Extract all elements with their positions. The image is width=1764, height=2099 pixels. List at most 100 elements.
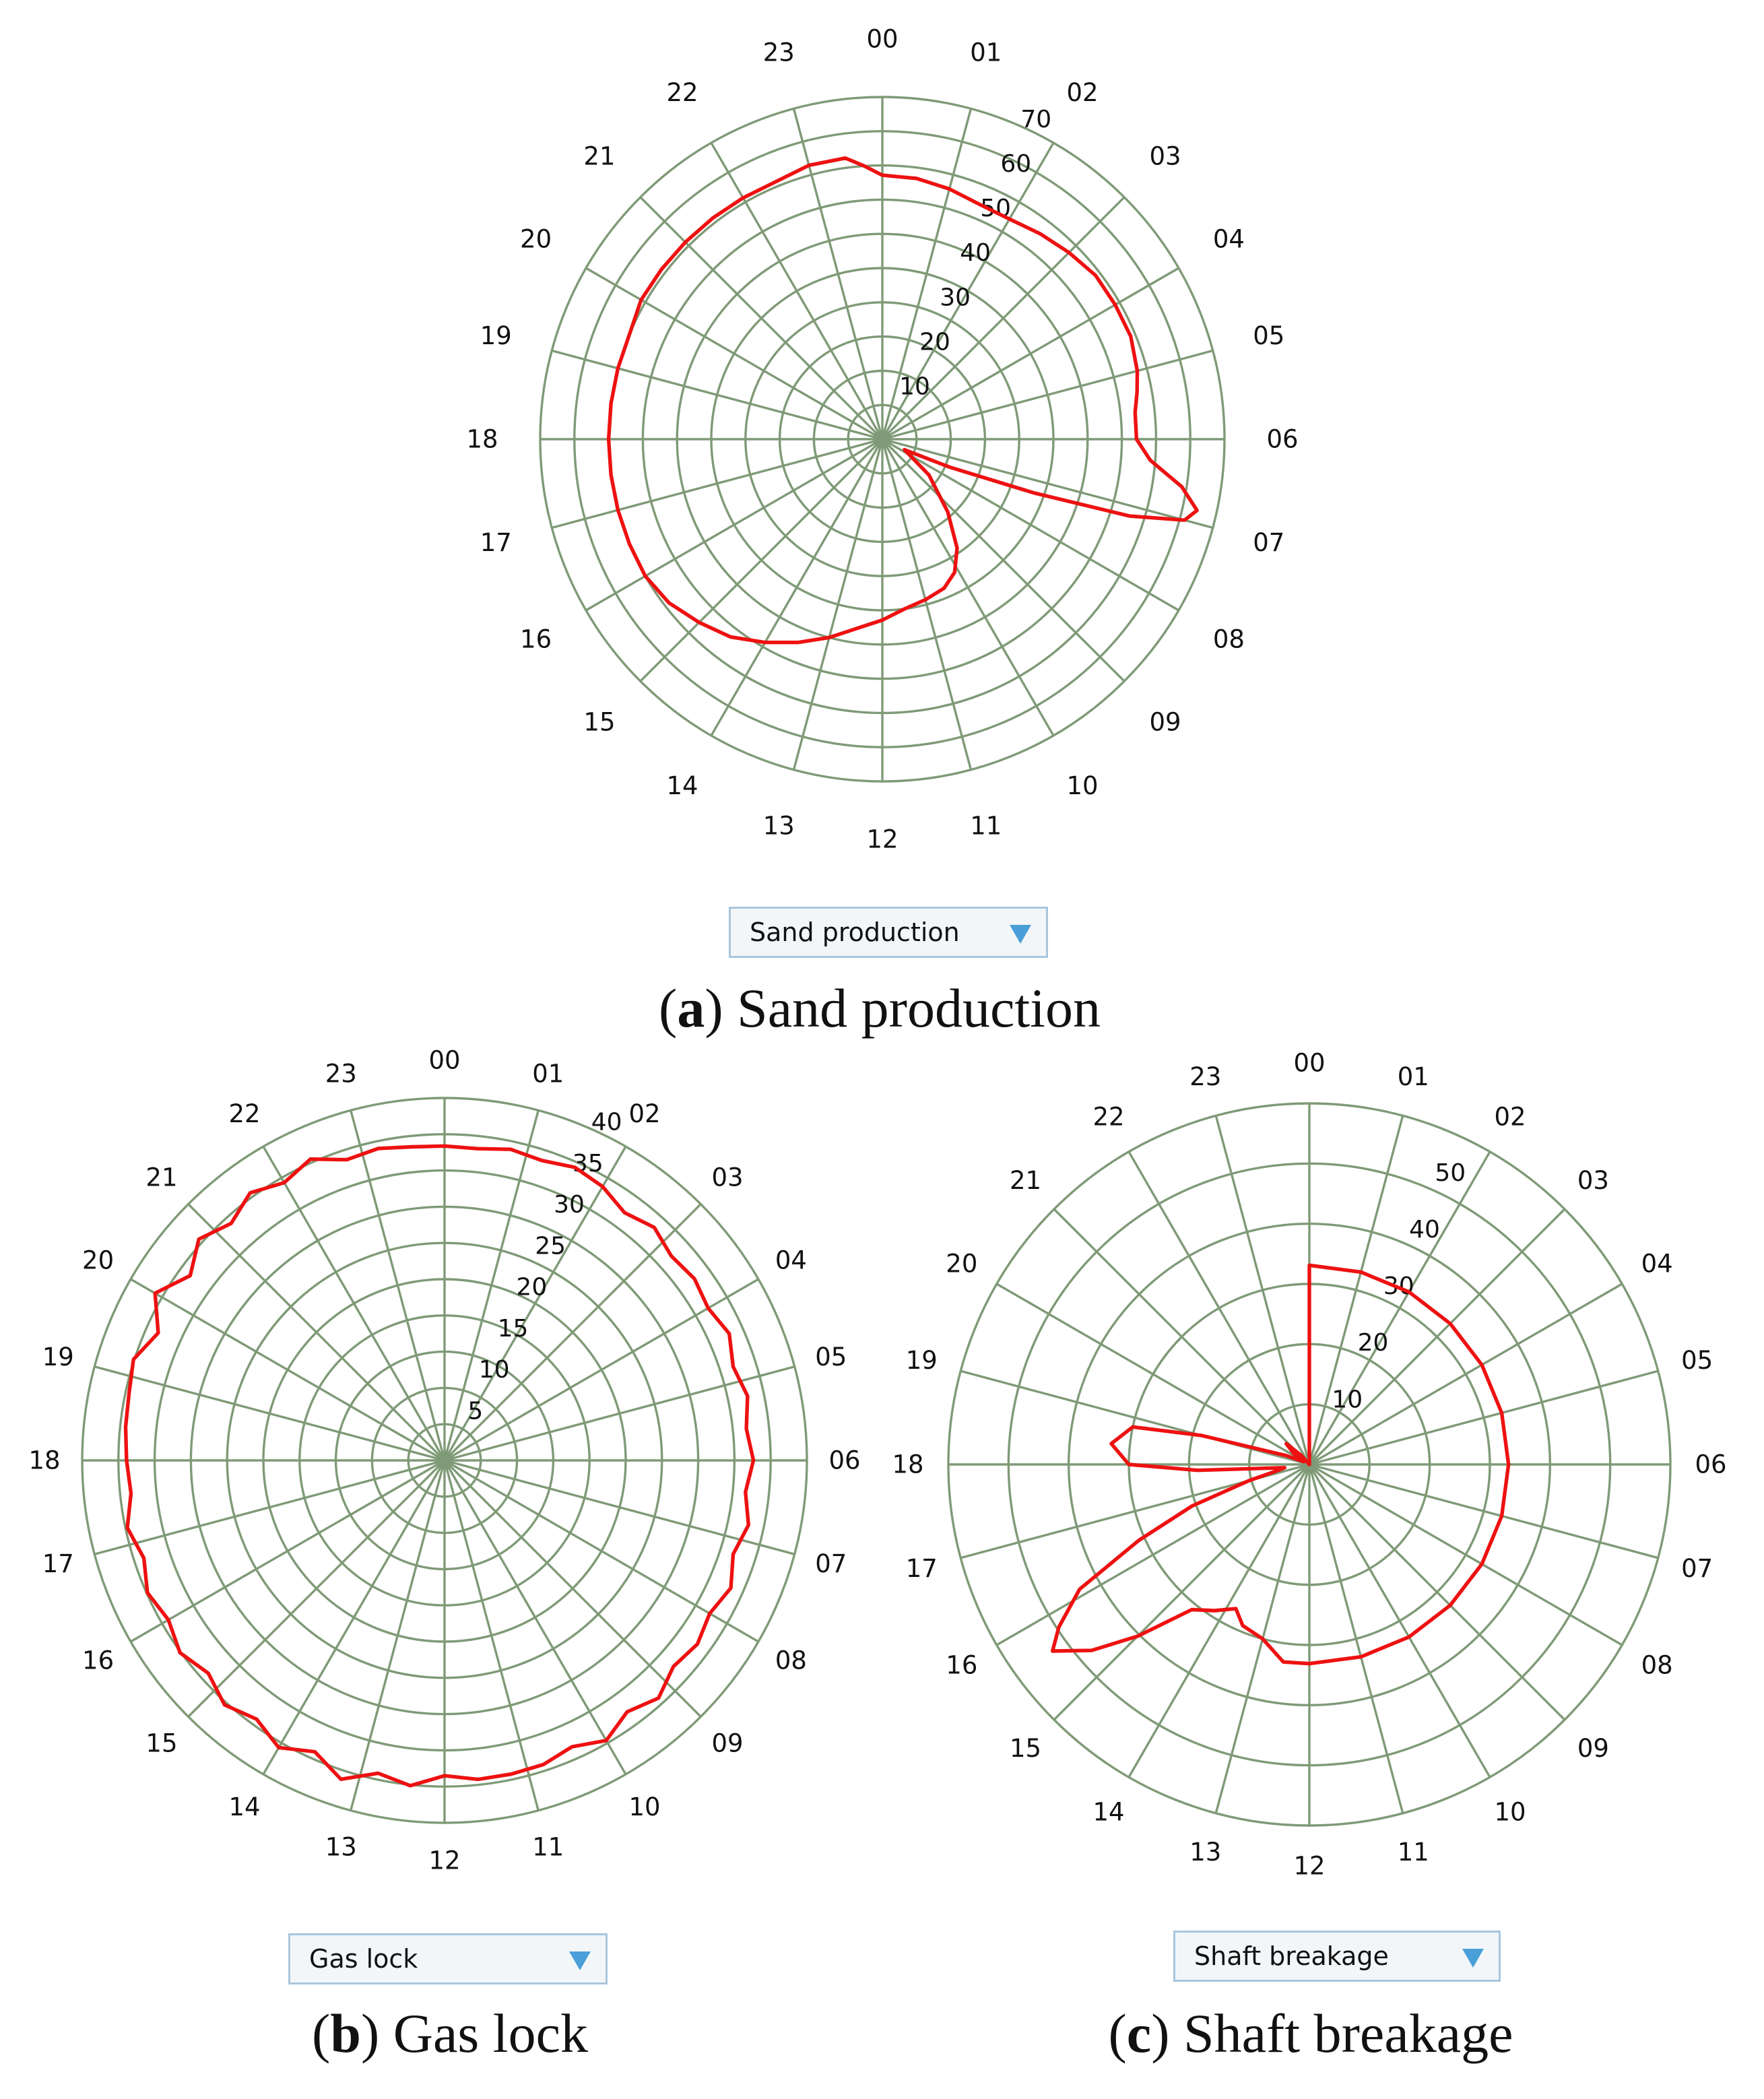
caption-text: Sand production — [737, 977, 1101, 1039]
hour-label: 03 — [1149, 141, 1181, 170]
mode-select-gas-lock[interactable]: Gas lock — [288, 1933, 608, 1984]
hour-label: 21 — [145, 1163, 177, 1192]
radial-tick-label: 40 — [960, 239, 991, 267]
radial-tick-label: 5 — [467, 1397, 483, 1425]
radial-tick-label: 25 — [535, 1232, 566, 1260]
grid-spoke — [94, 1459, 445, 1555]
grid-spoke — [551, 349, 883, 441]
grid-spoke — [1053, 1463, 1311, 1721]
grid-spoke — [585, 267, 883, 441]
hour-label: 16 — [946, 1651, 977, 1680]
grid-spoke — [995, 1463, 1310, 1646]
hour-label: 10 — [628, 1793, 660, 1821]
hour-label: 00 — [428, 1046, 460, 1075]
angular-tick-labels: 00 01 02 03 04 05 06 07 08 09 10 11 12 13 14 15 16 17 18 19… — [892, 1049, 1726, 1881]
caption-b: (b) Gas lock — [312, 2003, 588, 2064]
grid-spoke — [639, 196, 884, 441]
grid-spoke — [1309, 1463, 1623, 1646]
grid-spoke — [444, 1459, 795, 1555]
grid-spoke — [1308, 1115, 1404, 1465]
grid-spoke — [1308, 1464, 1491, 1778]
caption-text: Shaft breakage — [1183, 2003, 1513, 2064]
hour-label: 04 — [775, 1246, 807, 1275]
radial-tick-label: 20 — [919, 328, 950, 356]
radial-tick-label: 20 — [516, 1274, 547, 1301]
radial-tick-label: 70 — [1020, 106, 1051, 133]
radial-tick-label: 60 — [1000, 150, 1031, 178]
mode-select-label: Shaft breakage — [1194, 1941, 1389, 1971]
hour-label: 15 — [145, 1729, 177, 1758]
grid-spoke — [639, 438, 884, 682]
grid-spoke — [444, 1459, 759, 1643]
grid-spoke — [350, 1109, 446, 1461]
grid-spoke — [1128, 1464, 1311, 1778]
hour-label: 06 — [1266, 425, 1298, 454]
caption-letter: a — [677, 977, 705, 1039]
hour-label: 13 — [325, 1832, 357, 1861]
radial-tick-label: 30 — [554, 1191, 585, 1219]
series-line — [606, 156, 1199, 645]
series-line — [1050, 1263, 1511, 1666]
hour-label: 13 — [1189, 1838, 1221, 1867]
hour-label: 12 — [866, 825, 898, 854]
grid-spoke — [882, 267, 1179, 441]
hour-label: 08 — [775, 1646, 807, 1675]
grid-spoke — [187, 1459, 446, 1718]
hour-label: 09 — [1149, 708, 1181, 737]
chevron-down-icon — [569, 1951, 591, 1970]
radial-tick-label: 20 — [1358, 1329, 1389, 1357]
angular-tick-labels: 00 01 02 03 04 05 06 07 08 09 10 11 12 13 14 15 16 17 18 19… — [28, 1046, 860, 1875]
hour-label: 06 — [828, 1446, 860, 1475]
grid-spoke — [1214, 1115, 1311, 1465]
grid-spoke — [1308, 1208, 1566, 1466]
hour-label: 13 — [763, 811, 795, 840]
hour-label: 14 — [666, 771, 698, 800]
hour-label: 00 — [1293, 1049, 1325, 1078]
hour-label: 10 — [1066, 771, 1098, 800]
chevron-down-icon — [1010, 925, 1031, 944]
grid-spoke — [262, 1146, 446, 1461]
angular-tick-labels: 00 01 02 03 04 05 06 07 08 09 10 11 12 13 14 15 16 17 18 19… — [466, 25, 1298, 854]
hour-label: 14 — [228, 1793, 260, 1821]
hour-label: 19 — [480, 321, 512, 350]
polar-chart-sand-production: 00 01 02 03 04 05 06 07 08 09 10 11 12 13 14 15 16 17 18 19… — [466, 25, 1298, 854]
hour-label: 05 — [815, 1343, 847, 1371]
hour-label: 08 — [1641, 1651, 1673, 1680]
hour-label: 17 — [480, 528, 512, 557]
radial-tick-label: 40 — [591, 1109, 622, 1136]
radial-tick-label: 10 — [1332, 1386, 1363, 1413]
grid-spoke — [443, 1109, 540, 1461]
radial-tick-label: 50 — [1435, 1159, 1466, 1187]
hour-label: 17 — [42, 1549, 74, 1578]
grid-spoke — [1309, 1369, 1659, 1466]
hour-label: 01 — [532, 1060, 564, 1089]
hour-label: 12 — [428, 1846, 460, 1875]
hour-label: 11 — [970, 811, 1002, 840]
grid-spoke — [881, 142, 1055, 440]
hour-label: 23 — [325, 1060, 357, 1089]
grid-spoke — [443, 1460, 540, 1811]
hour-label: 07 — [1253, 528, 1284, 557]
hour-label: 04 — [1641, 1250, 1673, 1279]
caption-text: Gas lock — [393, 2003, 588, 2064]
radial-tick-label: 10 — [479, 1356, 510, 1384]
grid-spoke — [1308, 1151, 1491, 1465]
hour-label: 07 — [815, 1549, 847, 1578]
mode-select-shaft-breakage[interactable]: Shaft breakage — [1173, 1931, 1501, 1982]
grid-spoke — [444, 1365, 795, 1462]
hour-label: 19 — [42, 1343, 74, 1371]
grid-spoke — [882, 438, 1214, 529]
hour-label: 01 — [970, 38, 1002, 67]
hour-label: 15 — [583, 708, 615, 737]
polar-grid — [539, 96, 1226, 783]
hour-label: 01 — [1398, 1062, 1429, 1091]
grid-spoke — [350, 1460, 446, 1811]
grid-spoke — [130, 1459, 445, 1643]
mode-select-sand-production[interactable]: Sand production — [729, 907, 1048, 958]
grid-spoke — [710, 142, 884, 440]
grid-spoke — [94, 1365, 445, 1462]
hour-label: 23 — [763, 38, 795, 67]
hour-label: 05 — [1681, 1346, 1713, 1375]
